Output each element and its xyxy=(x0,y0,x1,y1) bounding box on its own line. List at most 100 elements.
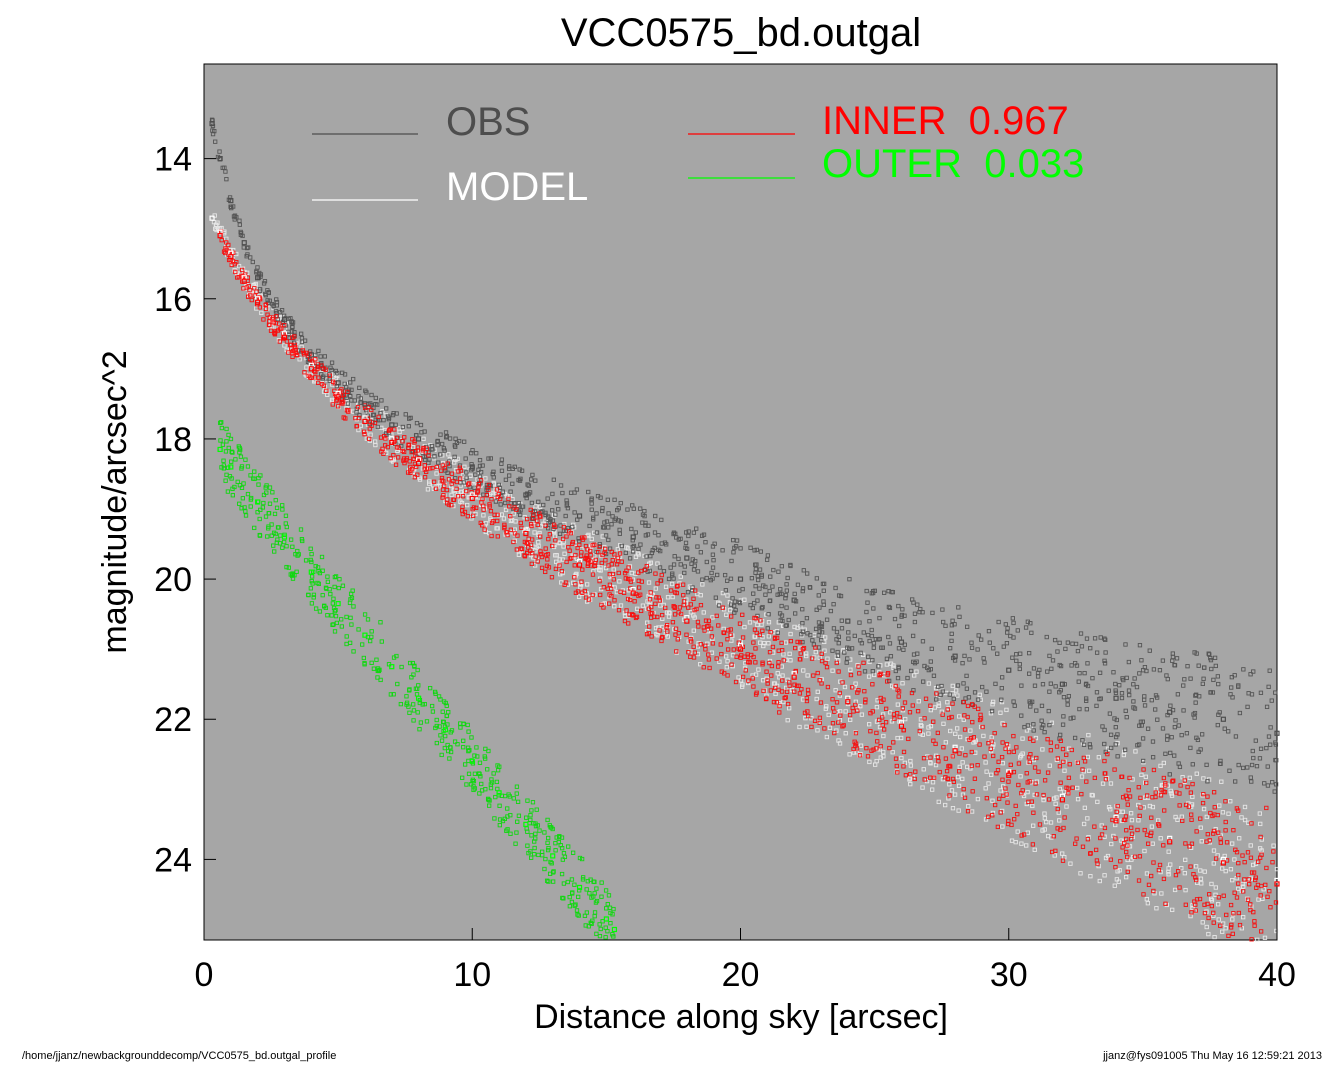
inner-point xyxy=(469,495,475,502)
obs-point xyxy=(952,653,958,659)
y-tick-label: 18 xyxy=(154,421,192,459)
x-axis-label: Distance along sky [arcsec] xyxy=(534,998,948,1036)
obs-point xyxy=(845,618,851,624)
chart-title: VCC0575_bd.outgal xyxy=(561,11,921,55)
outer-point xyxy=(496,790,502,796)
y-tick-label: 20 xyxy=(154,561,192,599)
inner-point xyxy=(217,233,223,239)
outer-point xyxy=(523,821,529,827)
outer-point xyxy=(442,727,449,733)
inner-point xyxy=(1220,860,1226,866)
outer-point xyxy=(576,884,583,891)
x-tick-label: 30 xyxy=(990,956,1028,994)
inner-point xyxy=(281,334,288,340)
outer-point xyxy=(469,758,475,764)
plot-area xyxy=(203,63,1278,941)
inner-point xyxy=(791,674,797,680)
legend-label-inner: INNER 0.967 xyxy=(822,99,1069,143)
obs-point xyxy=(1167,709,1173,715)
obs-point xyxy=(228,198,234,204)
legend-label-obs: OBS xyxy=(446,100,530,144)
obs-point xyxy=(1006,667,1012,673)
outer-point xyxy=(217,446,223,453)
inner-point xyxy=(845,699,851,705)
obs-point xyxy=(469,464,475,470)
obs-series xyxy=(209,120,1280,736)
y-tick-label: 14 xyxy=(154,141,192,179)
obs-point xyxy=(684,555,690,561)
x-tick-label: 20 xyxy=(722,956,760,994)
y-axis-label: magnitude/arcsec^2 xyxy=(96,350,134,653)
data-points xyxy=(209,120,1280,933)
footer-timestamp: jjanz@fys091005 Thu May 16 12:59:21 2013 xyxy=(1103,1050,1322,1062)
inner-point xyxy=(630,590,636,596)
obs-point xyxy=(898,639,905,645)
legend-label-outer: OUTER 0.033 xyxy=(822,142,1084,186)
x-tick-label: 0 xyxy=(195,956,214,994)
x-axis: 0 10 20 30 40 xyxy=(195,928,1296,994)
outer-point xyxy=(255,499,261,505)
inner-point xyxy=(523,530,529,537)
obs-point xyxy=(362,401,368,407)
outer-point xyxy=(416,695,422,701)
inner-point xyxy=(416,460,422,467)
inner-point xyxy=(576,562,583,568)
outer-point xyxy=(335,601,341,607)
y-tick-label: 24 xyxy=(154,841,192,879)
inner-point xyxy=(241,278,247,284)
outer-point xyxy=(603,916,609,922)
outer-point xyxy=(550,853,556,859)
inner-point xyxy=(362,418,368,425)
obs-point xyxy=(737,576,744,582)
outer-point xyxy=(389,664,395,670)
obs-point xyxy=(791,597,797,603)
inner-point xyxy=(737,646,744,652)
obs-point xyxy=(308,352,314,358)
inner-cloud xyxy=(218,229,1279,942)
inner-series xyxy=(217,233,1280,887)
legend-label-model: MODEL xyxy=(446,165,588,209)
inner-point xyxy=(389,439,395,446)
obs-point xyxy=(1059,681,1066,687)
outer-series xyxy=(217,446,618,933)
inner-point xyxy=(1167,839,1173,845)
outer-point xyxy=(308,569,314,575)
model-point xyxy=(209,215,215,221)
y-tick-label: 16 xyxy=(154,281,192,319)
obs-point xyxy=(209,120,215,127)
inner-point xyxy=(952,748,958,754)
x-tick-label: 40 xyxy=(1258,956,1296,994)
y-axis: 14 16 18 20 22 24 xyxy=(154,141,216,879)
obs-point xyxy=(416,436,422,442)
obs-point xyxy=(335,380,341,386)
inner-point xyxy=(898,723,905,729)
y-tick-label: 22 xyxy=(154,701,192,739)
inner-point xyxy=(255,299,261,305)
obs-point xyxy=(241,240,247,246)
obs-point xyxy=(1220,716,1226,722)
inner-point xyxy=(1059,797,1066,803)
inner-point xyxy=(1006,772,1012,778)
obs-point xyxy=(217,156,223,162)
obs-point xyxy=(389,422,395,428)
inner-point xyxy=(1274,881,1280,887)
inner-point xyxy=(1113,818,1119,824)
obs-point xyxy=(630,534,636,540)
obs-point xyxy=(523,492,529,498)
obs-point xyxy=(1113,695,1119,701)
outer-point xyxy=(228,464,234,470)
inner-point xyxy=(335,394,341,400)
outer-cloud xyxy=(218,420,616,940)
obs-point xyxy=(281,317,288,323)
x-tick-label: 10 xyxy=(453,956,491,994)
footer-file-path: /home/jjanz/newbackgrounddecomp/VCC0575_… xyxy=(22,1050,337,1062)
outer-point xyxy=(611,926,618,933)
outer-point xyxy=(281,534,288,540)
obs-point xyxy=(1274,730,1280,736)
obs-point xyxy=(255,275,261,281)
obs-point xyxy=(576,513,583,519)
data-bands xyxy=(209,117,1280,943)
inner-point xyxy=(684,618,690,624)
